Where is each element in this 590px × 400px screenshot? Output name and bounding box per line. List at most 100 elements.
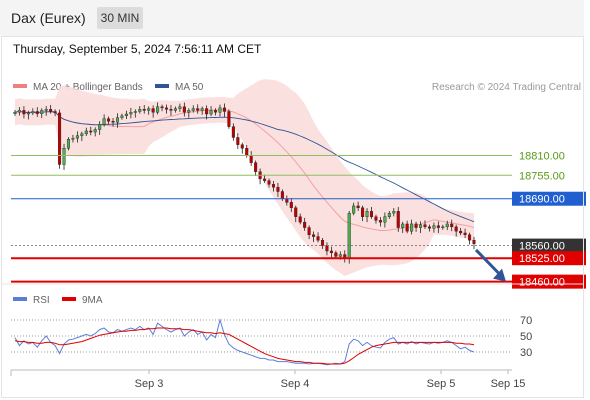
legend-ma50-label: MA 50 [175, 82, 204, 93]
level-label-resistance: 18755.00 [519, 170, 565, 182]
instrument-title: Dax (Eurex) [11, 10, 86, 26]
bollinger-band-area [15, 79, 474, 276]
candle-body [205, 108, 209, 115]
attribution: Research © 2024 Trading Central [432, 82, 581, 93]
candle-body [298, 216, 302, 223]
level-label-current: 18560.00 [519, 241, 565, 253]
candle-body [209, 110, 213, 115]
candle-body [17, 110, 21, 113]
candle-body [396, 211, 400, 228]
candle-body [44, 109, 48, 111]
candle-body [111, 121, 115, 123]
level-label-bg-pivot [512, 191, 586, 206]
candle-body [129, 112, 133, 115]
candle-body [31, 111, 35, 114]
candle-body [338, 254, 342, 257]
candle-body [191, 108, 195, 111]
legend-ma50-swatch [155, 84, 169, 88]
candle-body [151, 108, 155, 113]
candle-body [276, 186, 280, 192]
candle-body [427, 226, 431, 229]
candle-body [405, 223, 409, 232]
candle-body [347, 212, 351, 259]
candle-body [401, 223, 405, 228]
candle-body [102, 118, 106, 125]
candle-body [62, 148, 66, 165]
candle-body [334, 252, 338, 257]
candle-body [245, 148, 249, 156]
candle-body [200, 108, 204, 111]
candle-body [361, 207, 365, 217]
chart-datetime: Thursday, September 5, 2024 7:56:11 AM C… [13, 42, 262, 56]
x-tick-label-sep3: Sep 3 [135, 378, 164, 390]
candle-body [240, 144, 244, 149]
candle-body [369, 211, 374, 217]
candle-body [156, 106, 160, 113]
candle-body [441, 226, 445, 229]
candle-body [138, 109, 142, 112]
candle-body [236, 137, 240, 145]
candle-body [271, 184, 275, 188]
candle-body [285, 198, 289, 203]
candle-body [445, 223, 449, 228]
candle-body [160, 106, 164, 109]
legend-9ma-swatch [62, 297, 76, 301]
candle-body [227, 111, 231, 127]
candle-body [414, 223, 418, 228]
level-label-bg-current [512, 238, 586, 253]
candle-body [218, 107, 222, 113]
candle-body [419, 224, 423, 228]
candle-body [392, 211, 396, 214]
candle-body [378, 220, 382, 223]
candle-body [115, 117, 120, 123]
candle-body [289, 202, 293, 208]
legend-bollinger-label: MA 20 + Bollinger Bands [33, 82, 143, 93]
timeframe-badge[interactable]: 30 MIN [97, 7, 143, 29]
candle-body [320, 239, 325, 246]
forecast-arrow-head [493, 268, 506, 282]
candle-body [182, 106, 186, 113]
rsi-tick-70: 70 [520, 315, 532, 327]
series-9ma-line [14, 327, 475, 365]
candle-body [26, 112, 30, 115]
rsi-tick-30: 30 [520, 347, 532, 359]
candle-body [89, 130, 93, 133]
candle-body [356, 205, 360, 208]
legend-9ma-label: 9MA [82, 295, 103, 306]
header-bar: Dax (Eurex) 30 MIN [0, 0, 584, 36]
series-rsi-line [14, 318, 475, 366]
ma50-line [14, 110, 475, 223]
candle-body [80, 133, 84, 136]
candle-body [280, 191, 284, 199]
candle-body [107, 118, 111, 122]
rsi-tick-50: 50 [520, 331, 532, 343]
candle-body [329, 250, 333, 253]
candle-body [124, 113, 128, 117]
candle-body [352, 205, 356, 214]
legend-rsi-label: RSI [33, 295, 50, 306]
candle-body [432, 225, 436, 229]
candle-body [325, 245, 329, 252]
level-label-bg-support [512, 251, 586, 266]
candle-body [450, 223, 454, 228]
candle-body [22, 110, 26, 115]
candle-body [463, 232, 467, 235]
candle-body [66, 139, 70, 149]
candle-body [164, 107, 169, 110]
candle-body [53, 111, 57, 114]
candle-body [93, 129, 97, 133]
candle-body [147, 108, 151, 111]
candle-body [312, 234, 316, 237]
x-tick-label-sep5: Sep 5 [427, 378, 456, 390]
candle-body [436, 225, 440, 228]
candle-body [222, 107, 226, 112]
level-label-support: 18525.00 [519, 253, 565, 265]
candle-body [35, 111, 39, 114]
candle-body [374, 216, 378, 221]
candle-body [196, 108, 200, 111]
candle-body [75, 135, 79, 139]
candle-body [84, 130, 88, 135]
candle-body [383, 216, 387, 223]
candle-body [459, 230, 463, 234]
